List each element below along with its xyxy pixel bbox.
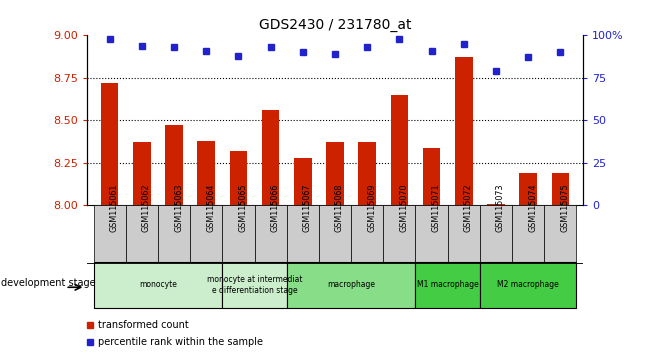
Bar	[383, 205, 415, 262]
Bar	[287, 262, 415, 308]
Bar	[415, 205, 448, 262]
Bar	[423, 148, 440, 205]
Text: GSM115066: GSM115066	[271, 184, 279, 232]
Bar	[133, 142, 151, 205]
Bar	[126, 205, 158, 262]
Bar	[519, 173, 537, 205]
Text: M2 macrophage: M2 macrophage	[497, 280, 559, 290]
Bar	[455, 57, 472, 205]
Bar	[255, 205, 287, 262]
Text: monocyte: monocyte	[139, 280, 177, 290]
Text: development stage: development stage	[1, 278, 95, 288]
Text: monocyte at intermediat
e differentiation stage: monocyte at intermediat e differentiatio…	[207, 275, 302, 295]
Text: GSM115075: GSM115075	[560, 184, 570, 233]
Bar	[158, 205, 190, 262]
Text: GSM115070: GSM115070	[399, 184, 409, 233]
Bar	[415, 262, 480, 308]
Bar	[487, 204, 505, 205]
Text: GSM115061: GSM115061	[110, 184, 119, 232]
Bar	[94, 205, 126, 262]
Bar	[190, 205, 222, 262]
Bar	[544, 205, 576, 262]
Bar	[358, 142, 376, 205]
Text: GSM115068: GSM115068	[335, 184, 344, 232]
Bar	[262, 110, 279, 205]
Bar	[230, 151, 247, 205]
Bar	[448, 205, 480, 262]
Text: GSM115071: GSM115071	[431, 184, 441, 233]
Bar	[319, 205, 351, 262]
Bar	[287, 205, 319, 262]
Bar	[551, 173, 570, 205]
Text: GSM115062: GSM115062	[142, 184, 151, 233]
Bar	[326, 142, 344, 205]
Title: GDS2430 / 231780_at: GDS2430 / 231780_at	[259, 18, 411, 32]
Text: M1 macrophage: M1 macrophage	[417, 280, 478, 290]
Text: GSM115064: GSM115064	[206, 184, 215, 232]
Bar	[391, 95, 408, 205]
Text: GSM115065: GSM115065	[239, 184, 247, 233]
Text: GSM115073: GSM115073	[496, 184, 505, 233]
Text: GSM115074: GSM115074	[528, 184, 537, 233]
Text: macrophage: macrophage	[327, 280, 375, 290]
Text: GSM115072: GSM115072	[464, 184, 473, 233]
Bar	[351, 205, 383, 262]
Bar	[480, 262, 576, 308]
Bar	[480, 205, 512, 262]
Text: GSM115063: GSM115063	[174, 184, 183, 232]
Bar	[222, 205, 255, 262]
Bar	[94, 262, 222, 308]
Text: GSM115067: GSM115067	[303, 184, 312, 233]
Bar	[294, 158, 312, 205]
Text: transformed count: transformed count	[98, 320, 188, 330]
Text: GSM115069: GSM115069	[367, 184, 376, 233]
Bar	[512, 205, 544, 262]
Bar	[165, 125, 183, 205]
Text: percentile rank within the sample: percentile rank within the sample	[98, 337, 263, 347]
Bar	[100, 83, 119, 205]
Bar	[222, 262, 287, 308]
Bar	[198, 141, 215, 205]
